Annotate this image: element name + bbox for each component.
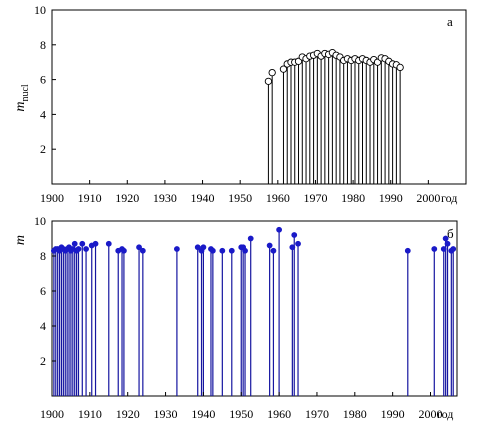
panel-a-markers — [264, 48, 404, 85]
panel-b-x-tick-label: 1930 — [154, 407, 178, 421]
panel-a-x-tick-label: 1930 — [153, 191, 177, 205]
panel-b-plot-frame — [51, 220, 458, 397]
panel-a-y-tick-label: 6 — [40, 73, 46, 87]
panel-b-data-point — [209, 247, 216, 254]
panel-b-x-tick-label: 1990 — [381, 407, 405, 421]
panel-b-x-tick-label: 1960 — [267, 407, 291, 421]
panel-b-y-tick-label: 6 — [40, 284, 46, 298]
panel-a-data-point — [268, 68, 276, 77]
panel-b-x-tick-label: 1970 — [305, 407, 329, 421]
panel-b-data-point — [404, 247, 411, 254]
panel-b-x-tick-label: 1980 — [343, 407, 367, 421]
panel-a-y-tick-label: 10 — [34, 3, 46, 17]
panel-a-x-tick-label: 1910 — [78, 191, 102, 205]
panel-b-letter: б — [447, 226, 454, 241]
panel-a-plot-frame — [51, 9, 467, 185]
panel-b-x-tick-label: 1910 — [78, 407, 102, 421]
svg-text:mnucl: mnucl — [13, 84, 31, 112]
panel-b-data-point — [291, 232, 298, 238]
panel-a-data-point — [264, 77, 273, 85]
panel-b-markers — [50, 226, 457, 254]
panel-a-x-tick-label: 1960 — [266, 191, 290, 205]
panel-b-data-point — [242, 247, 248, 254]
panel-a-x-tick-label: 1940 — [191, 191, 215, 205]
panel-b-y-tick-labels: 2 4 6 8 10 — [34, 214, 56, 368]
panel-b-data-point — [270, 247, 277, 254]
panel-b-data-point — [444, 240, 451, 247]
panel-b-data-point — [79, 240, 86, 247]
panel-b-data-point — [228, 247, 235, 254]
panel-b-data-point — [289, 244, 296, 251]
panel-b-y-tick-label: 2 — [40, 354, 46, 368]
panel-a-y-tick-labels: 2 4 6 8 10 — [34, 3, 56, 156]
panel-b-data-point — [121, 247, 127, 254]
panel-b-data-point — [194, 244, 201, 251]
panel-a-y-tick-label: 2 — [40, 142, 46, 156]
panel-b-y-axis-label: m — [13, 235, 28, 245]
panel-b-data-point — [174, 246, 180, 252]
panel-a-x-unit-label: год — [441, 191, 457, 205]
panel-a-data-point — [396, 63, 404, 72]
panel-b-data-point — [450, 246, 457, 252]
panel-a-x-tick-label: 2000 — [416, 191, 440, 205]
panel-a-y-tick-label: 8 — [40, 38, 46, 52]
panel-b-data-point — [200, 244, 207, 251]
panel-b-data-point — [266, 242, 273, 249]
panel-a-ylabel-sub: nucl — [20, 84, 31, 101]
panel-b-data-point — [83, 246, 89, 252]
panel-b-data-point — [105, 240, 112, 247]
panel-b-y-tick-label: 4 — [40, 319, 46, 333]
panel-b-data-point — [71, 240, 78, 247]
panel-b-x-unit-label: год — [437, 407, 453, 421]
panel-b-data-point — [440, 246, 447, 252]
panel-b-data-point — [276, 226, 283, 233]
panel-a-x-tick-label: 1920 — [115, 191, 139, 205]
panel-b-data-point — [219, 247, 226, 254]
panel-a-y-tick-label: 4 — [40, 107, 46, 121]
panel-a-stems — [267, 52, 401, 184]
panel-a-x-tick-label: 1990 — [379, 191, 403, 205]
panel-b-data-point — [75, 246, 82, 252]
panel-b-y-tick-label: 8 — [40, 249, 46, 263]
panel-b-data-point — [92, 240, 99, 247]
panel-b-x-tick-label: 1940 — [191, 407, 215, 421]
panel-a-x-tick-labels: 1900 1910 1920 1930 1940 1950 1960 1970 1980 1990… — [40, 180, 440, 205]
panel-a-x-tick-label: 1970 — [303, 191, 327, 205]
panel-a-x-tick-label: 1950 — [228, 191, 252, 205]
panel-b-x-tick-label: 1950 — [229, 407, 253, 421]
panel-a-letter: а — [447, 14, 453, 29]
panel-a-x-tick-label: 1900 — [40, 191, 64, 205]
panel-b-data-point — [431, 246, 438, 252]
panel-b-data-point — [136, 244, 142, 251]
panel-a-x-tick-label: 1980 — [341, 191, 365, 205]
panel-b-data-point — [247, 235, 254, 242]
panel-b-data-point — [442, 235, 449, 242]
panel-a-data-point — [279, 65, 288, 73]
panel-b-data-point — [139, 247, 146, 254]
panel-a-y-axis-label: mnucl — [13, 84, 31, 112]
panel-b-data-point — [295, 240, 301, 247]
panel-b-stems — [53, 229, 454, 396]
panel-b-x-tick-label: 1900 — [40, 407, 64, 421]
panel-b-x-tick-labels: 1900 1910 1920 1930 1940 1950 1960 1970 1980 1990… — [40, 392, 443, 421]
panel-b-x-tick-label: 2000 — [419, 407, 443, 421]
panel-b-y-tick-label: 10 — [34, 214, 46, 228]
panel-b-x-tick-label: 1920 — [116, 407, 140, 421]
panel-a-ylabel-main: m — [13, 102, 28, 112]
